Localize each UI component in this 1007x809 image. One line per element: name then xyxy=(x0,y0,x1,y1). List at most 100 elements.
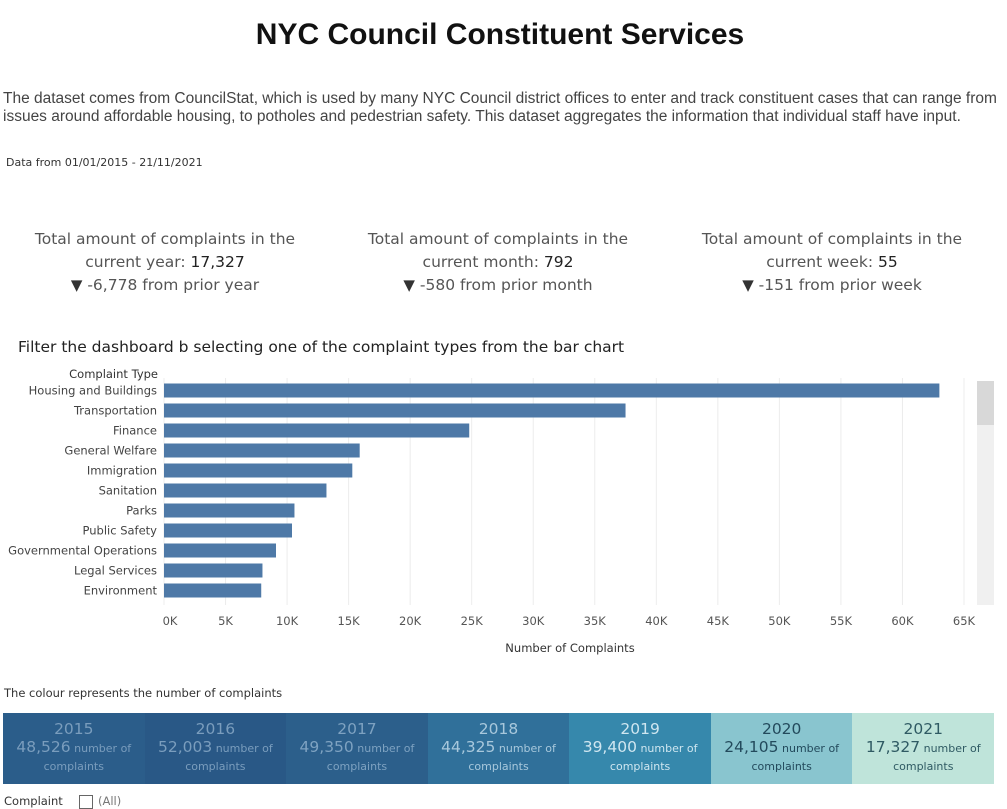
date-range: Data from 01/01/2015 - 21/11/2021 xyxy=(6,156,203,169)
year-count: 44,325 xyxy=(441,738,496,756)
kpi-change: -580 from prior month xyxy=(419,276,593,294)
unit-label: number of xyxy=(636,742,698,755)
down-arrow-icon: ▼ xyxy=(70,276,83,294)
x-tick-label: 5K xyxy=(218,614,233,628)
year-label: 2018 xyxy=(478,720,519,738)
year-cell-2021[interactable]: 2021 17,327 number of complaints xyxy=(852,713,995,784)
category-label[interactable]: Housing and Buildings xyxy=(29,384,157,398)
dataset-description: The dataset comes from CouncilStat, whic… xyxy=(3,90,997,125)
year-count: 17,327 xyxy=(865,738,921,756)
unit-label: complaints xyxy=(43,760,104,773)
unit-label: complaints xyxy=(326,760,388,773)
bar[interactable] xyxy=(164,423,470,438)
category-label[interactable]: Finance xyxy=(113,424,157,438)
category-label[interactable]: Immigration xyxy=(87,464,157,478)
bar[interactable] xyxy=(164,403,626,418)
year-cell-2017[interactable]: 2017 49,350 number of complaints xyxy=(286,713,428,784)
kpi-change: -151 from prior week xyxy=(758,276,922,294)
kpi-value: 17,327 xyxy=(190,253,245,271)
chart-scrollbar-thumb[interactable] xyxy=(977,381,994,425)
category-label[interactable]: Environment xyxy=(84,584,158,598)
complaint-type-bar-chart[interactable]: 0K 5K 10K 15K 20K 25K 30K 35K 40K 45K 50K 55K 60K 65K… xyxy=(0,378,980,638)
bar[interactable] xyxy=(164,543,276,558)
unit-label: complaints xyxy=(893,760,954,773)
x-tick-label: 25K xyxy=(461,614,484,628)
x-tick-label: 30K xyxy=(522,614,545,628)
filter-option: (All) xyxy=(98,794,122,808)
x-tick-label: 50K xyxy=(768,614,791,628)
x-tick-label: 0K xyxy=(163,614,178,628)
down-arrow-icon: ▼ xyxy=(742,276,754,294)
chart-title: Filter the dashboard b selecting one of … xyxy=(18,338,625,356)
year-count: 52,003 xyxy=(157,738,213,756)
row-header: Complaint Type xyxy=(69,367,158,381)
kpi-week: Total amount of complaints in the curren… xyxy=(672,228,992,297)
x-tick-label: 65K xyxy=(953,614,976,628)
bar[interactable] xyxy=(164,563,263,578)
unit-label: number of xyxy=(212,742,273,755)
year-cell-2020[interactable]: 2020 24,105 number of complaints xyxy=(710,713,853,784)
unit-label: complaints xyxy=(751,760,812,773)
x-tick-label: 55K xyxy=(830,614,853,628)
kpi-year: Total amount of complaints in the curren… xyxy=(5,228,325,297)
year-summary-strip: 2015 48,526 number of complaints 2016 52,003… xyxy=(3,713,995,784)
category-label[interactable]: Parks xyxy=(126,504,157,518)
category-label[interactable]: Public Safety xyxy=(83,524,158,538)
bar[interactable] xyxy=(164,523,292,538)
x-axis-title: Number of Complaints xyxy=(505,641,635,655)
colour-note: The colour represents the number of comp… xyxy=(4,686,283,700)
bar[interactable] xyxy=(164,583,262,598)
kpi-value: 792 xyxy=(543,253,574,271)
x-tick-label: 40K xyxy=(645,614,668,628)
x-tick-label: 35K xyxy=(584,614,607,628)
category-label[interactable]: General Welfare xyxy=(64,444,157,458)
unit-label: complaints xyxy=(609,760,671,773)
year-count: 49,350 xyxy=(299,738,354,756)
year-cell-2019[interactable]: 2019 39,400 number of complaints xyxy=(569,713,711,784)
category-label[interactable]: Legal Services xyxy=(74,564,157,578)
x-tick-label: 60K xyxy=(891,614,914,628)
year-label: 2017 xyxy=(337,720,377,738)
x-tick-label: 15K xyxy=(338,614,361,628)
checkbox[interactable] xyxy=(79,795,93,809)
unit-label: number of xyxy=(353,742,415,755)
kpi-change: -6,778 from prior year xyxy=(87,276,260,294)
year-label: 2020 xyxy=(761,720,802,738)
unit-label: number of xyxy=(495,742,556,755)
bar[interactable] xyxy=(164,463,353,478)
year-label: 2021 xyxy=(903,720,943,738)
unit-label: complaints xyxy=(468,760,529,773)
year-label: 2016 xyxy=(195,720,236,738)
down-arrow-icon: ▼ xyxy=(403,276,415,294)
year-count: 24,105 xyxy=(724,738,779,756)
unit-label: complaints xyxy=(185,760,246,773)
category-label[interactable]: Governmental Operations xyxy=(8,544,157,558)
bar[interactable] xyxy=(164,383,940,398)
kpi-label: Total amount of complaints in the curren… xyxy=(34,230,296,271)
unit-label: number of xyxy=(920,742,981,755)
unit-label: number of xyxy=(778,742,840,755)
category-label[interactable]: Transportation xyxy=(73,404,157,418)
x-tick-label: 45K xyxy=(707,614,730,628)
complaint-filter[interactable]: Complaint (All) xyxy=(4,794,121,809)
chart-scrollbar[interactable] xyxy=(977,381,994,605)
x-tick-label: 10K xyxy=(276,614,299,628)
kpi-label: Total amount of complaints in the curren… xyxy=(367,230,629,271)
category-label[interactable]: Sanitation xyxy=(99,484,157,498)
x-tick-label: 20K xyxy=(399,614,422,628)
kpi-value: 55 xyxy=(878,253,898,271)
year-count: 48,526 xyxy=(16,738,71,756)
year-label: 2019 xyxy=(620,720,660,738)
bar[interactable] xyxy=(164,483,327,498)
unit-label: number of xyxy=(70,742,132,755)
filter-label: Complaint xyxy=(4,794,63,808)
bar[interactable] xyxy=(164,443,360,458)
year-cell-2016[interactable]: 2016 52,003 number of complaints xyxy=(144,713,287,784)
year-count: 39,400 xyxy=(582,738,637,756)
bar[interactable] xyxy=(164,503,295,518)
page-title: NYC Council Constituent Services xyxy=(255,18,745,51)
year-label: 2015 xyxy=(54,720,94,738)
year-cell-2015[interactable]: 2015 48,526 number of complaints xyxy=(3,713,145,784)
kpi-label: Total amount of complaints in the curren… xyxy=(701,230,963,271)
year-cell-2018[interactable]: 2018 44,325 number of complaints xyxy=(427,713,570,784)
